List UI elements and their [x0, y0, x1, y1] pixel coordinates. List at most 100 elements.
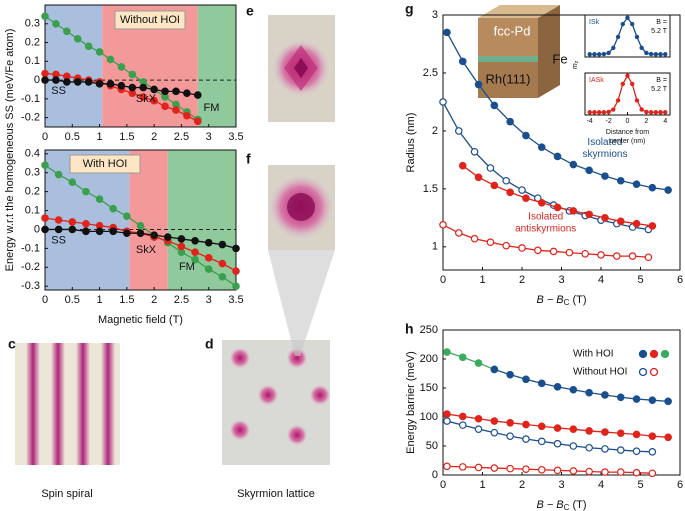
data-point [585, 210, 593, 219]
x-tick-label: 4 [663, 118, 667, 125]
x-tick-label: -2 [605, 118, 611, 125]
data-point [506, 418, 514, 427]
data-point [194, 91, 202, 99]
inset-background [585, 73, 670, 115]
data-point [204, 265, 213, 273]
data-point [82, 187, 90, 196]
data-point [506, 432, 514, 440]
x-tick-label: 4 [598, 274, 604, 286]
data-point [537, 422, 546, 431]
image-caption: Spin spiral [41, 488, 92, 500]
data-point [52, 19, 60, 28]
data-point [84, 78, 93, 86]
data-point [522, 435, 530, 443]
data-point [163, 233, 172, 241]
panel-letter: h [405, 321, 414, 337]
data-point [474, 414, 483, 423]
inset-label: ISk [589, 19, 600, 26]
data-point [443, 28, 451, 37]
inset-note: 5.2 T [651, 28, 668, 35]
data-point [611, 45, 616, 51]
x-tick-label: 0 [440, 479, 446, 491]
data-point [204, 238, 213, 247]
data-point [458, 463, 467, 471]
data-point [439, 98, 447, 106]
data-point [218, 259, 227, 268]
data-point [616, 217, 625, 226]
data-point [183, 89, 191, 98]
data-point [73, 34, 82, 43]
data-point [502, 176, 511, 185]
data-point [553, 383, 562, 391]
data-point [191, 248, 199, 256]
data-point [506, 117, 514, 126]
data-point [537, 143, 546, 151]
data-point [565, 248, 574, 257]
data-point [537, 379, 546, 388]
x-tick-label: 1 [97, 294, 103, 306]
data-point [625, 73, 630, 78]
data-point [490, 365, 499, 374]
y-tick-label: 200 [420, 353, 438, 365]
x-tick-label: 2 [519, 274, 525, 286]
data-point [569, 385, 578, 394]
inset-note: 5.2 T [651, 86, 668, 93]
data-point [537, 198, 546, 207]
y-axis-label-part: m [572, 63, 579, 69]
data-point [474, 425, 483, 433]
y-tick-label: 150 [420, 382, 438, 394]
box-label: With HOI [83, 158, 128, 170]
plot-frame [44, 4, 237, 128]
data-point [601, 110, 607, 115]
x-axis-label-part: B − B [536, 499, 563, 511]
x-axis-label: B − BC (T) [536, 499, 586, 511]
series-line [442, 101, 649, 231]
data-point [41, 225, 49, 234]
data-point [204, 254, 213, 262]
x-tick-label: 3 [206, 131, 212, 143]
data-point [502, 241, 511, 250]
data-point [518, 186, 526, 194]
phase-annotation: SkX [136, 244, 157, 256]
data-point [109, 204, 118, 213]
data-point [664, 186, 672, 194]
data-point [454, 127, 463, 135]
data-point [553, 152, 562, 161]
x-axis-label: Magnetic field (T) [98, 314, 183, 326]
skyrmion-image [267, 165, 335, 250]
panel-letter: f [246, 151, 251, 167]
layer-label: Fe [552, 51, 567, 66]
data-point [117, 63, 126, 71]
y-tick-label: 0 [34, 223, 40, 235]
data-point [506, 188, 514, 197]
y-tick-label: -0.1 [21, 93, 40, 105]
data-point [474, 463, 483, 472]
phase-annotation: FM [179, 261, 195, 273]
x-tick-label: 1.5 [119, 131, 134, 143]
data-point [172, 106, 180, 114]
y-tick-label: 0.2 [25, 186, 40, 198]
data-point [73, 78, 82, 86]
data-point [486, 164, 495, 172]
data-point [630, 81, 635, 87]
data-point [553, 424, 562, 432]
data-point [553, 439, 562, 448]
y-axis-label-part: z [574, 60, 580, 63]
data-point [606, 50, 611, 56]
x-tick-label: 6 [677, 479, 683, 491]
data-point [41, 76, 49, 84]
x-tick-label: 3 [206, 294, 212, 306]
data-point [518, 244, 526, 252]
data-point [639, 45, 644, 51]
data-point [41, 69, 49, 78]
data-point [123, 212, 131, 221]
data-point [630, 21, 635, 27]
plot-frame [584, 14, 671, 58]
data-point [648, 396, 657, 404]
inset-note: B = [656, 19, 667, 26]
data-point [95, 48, 104, 56]
data-point [601, 172, 609, 180]
data-point [443, 348, 451, 356]
data-point [601, 214, 609, 222]
inset-label: IASk [589, 77, 604, 84]
